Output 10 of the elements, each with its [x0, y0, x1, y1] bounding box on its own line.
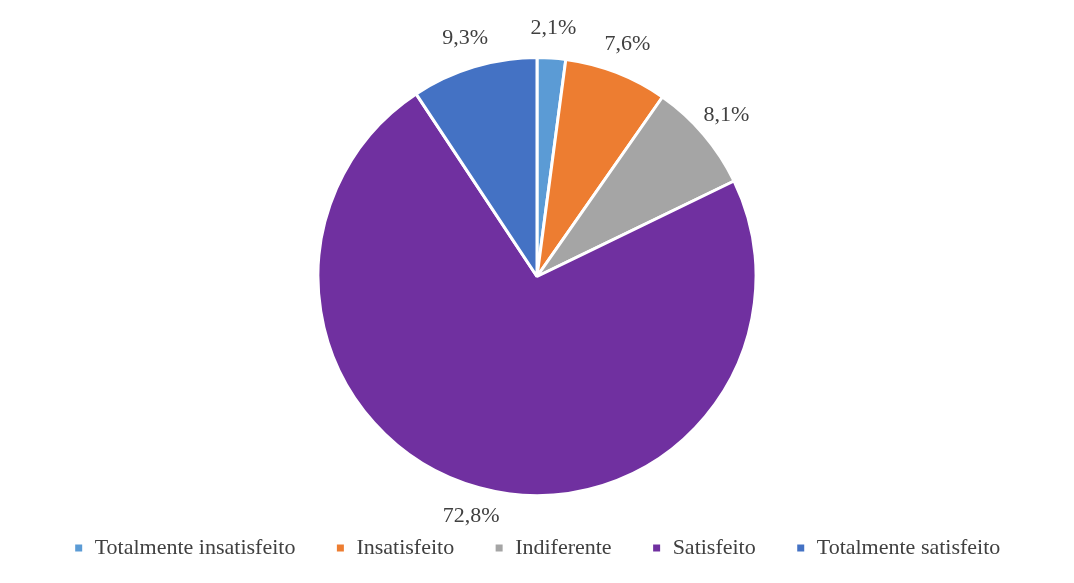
legend-label: Totalmente insatisfeito: [94, 533, 296, 559]
legend-label: Indiferente: [515, 533, 612, 559]
data-label: 7,6%: [604, 30, 651, 56]
legend-label: Totalmente satisfeito: [816, 533, 1001, 559]
data-label: 72,8%: [442, 502, 500, 528]
legend-label: Insatisfeito: [356, 533, 455, 559]
data-label: 2,1%: [530, 13, 577, 39]
legend-label: Satisfeito: [672, 533, 756, 559]
data-label: 9,3%: [442, 23, 489, 49]
data-label: 8,1%: [703, 100, 750, 126]
